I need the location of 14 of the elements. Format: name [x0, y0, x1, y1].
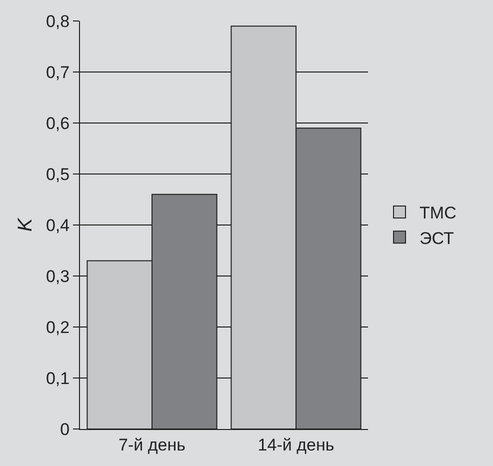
y-tick-label: 0,8: [46, 12, 70, 31]
y-tick-label: 0,6: [46, 114, 70, 133]
y-tick-label: 0,5: [46, 164, 70, 184]
x-tick-label: 14-й день: [258, 435, 334, 454]
y-tick-label: 0,1: [46, 368, 70, 388]
y-tick-label: 0: [60, 420, 70, 439]
y-tick-label: 0,7: [46, 62, 70, 82]
y-axis-title: K: [14, 216, 36, 232]
y-tick-label: 0,2: [46, 318, 70, 337]
y-tick-label: 0,4: [46, 216, 70, 235]
legend-label: ТМС: [420, 204, 456, 223]
legend-label: ЭСТ: [420, 228, 454, 248]
x-tick-label: 7-й день: [118, 435, 186, 454]
y-tick-label: 0,3: [46, 266, 70, 286]
